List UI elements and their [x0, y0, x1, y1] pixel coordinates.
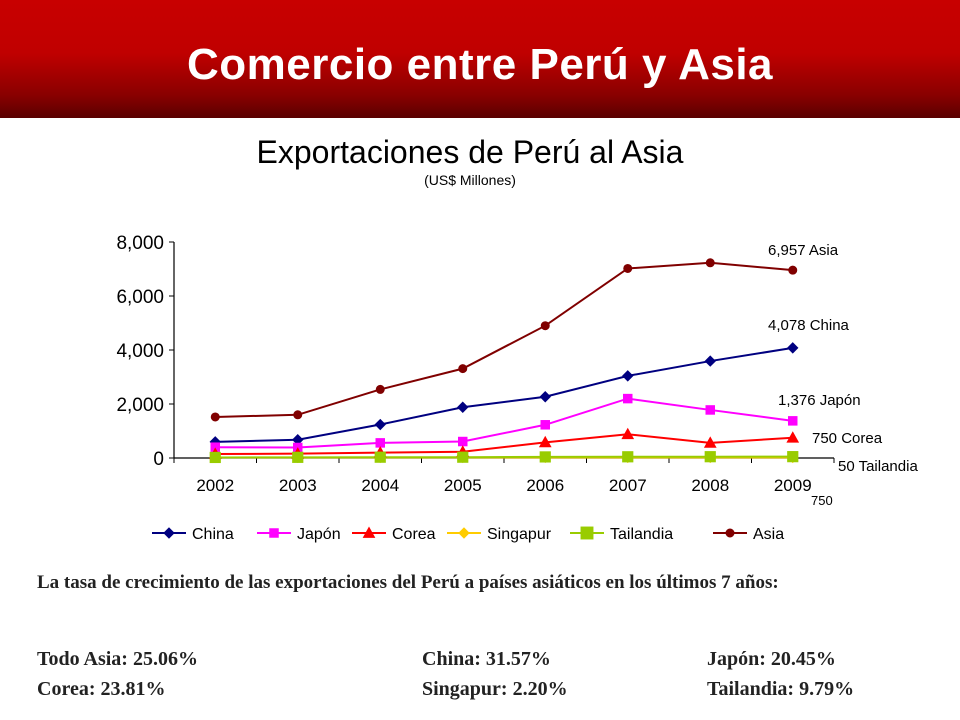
data-point-tailandia — [787, 451, 799, 463]
data-point-asia — [458, 364, 468, 374]
page-title: Comercio entre Perú y Asia — [186, 40, 774, 89]
legend-marker-tailandia — [580, 526, 594, 540]
data-label: 6,957 Asia — [768, 242, 839, 259]
data-point-japon — [705, 405, 715, 415]
data-point-corea — [538, 435, 552, 448]
data-point-china — [539, 391, 551, 403]
y-tick-label: 0 — [153, 449, 164, 470]
chart-title: Exportaciones de Perú al Asia — [257, 134, 684, 170]
data-point-china — [622, 370, 634, 382]
series-line-asia — [215, 261, 793, 418]
rate-todo-asia: Todo Asia: 25.06% — [37, 648, 198, 670]
data-point-asia — [210, 412, 220, 422]
data-point-corea — [621, 427, 635, 440]
data-point-tailandia — [704, 451, 716, 463]
data-point-tailandia — [622, 451, 634, 463]
data-point-japon — [540, 420, 550, 430]
data-point-corea — [786, 431, 800, 443]
data-point-tailandia — [539, 451, 551, 463]
legend-marker-singapur — [458, 527, 470, 539]
legend-marker-china — [163, 527, 175, 539]
x-tick-label: 2005 — [444, 476, 482, 495]
data-point-tailandia — [292, 451, 304, 463]
y-tick-label: 6,000 — [116, 287, 164, 308]
data-label: 4,078 China — [768, 317, 850, 334]
chart-subtitle: (US$ Millones) — [424, 172, 516, 188]
rate-china: China: 31.57% — [422, 648, 551, 670]
series-line-corea — [215, 433, 793, 455]
data-point-china — [374, 418, 386, 431]
data-point-corea — [703, 436, 717, 448]
data-point-japon — [623, 393, 633, 404]
legend-label-corea: Corea — [392, 526, 436, 543]
x-tick-label: 2003 — [279, 476, 317, 495]
data-point-japon — [458, 436, 468, 447]
series-line-china — [215, 346, 793, 443]
exports-line-chart: Exportaciones de Perú al Asia (US$ Millo… — [116, 134, 918, 543]
rate-singapur: Singapur: 2.20% — [422, 678, 568, 700]
data-point-asia — [705, 258, 715, 268]
legend-marker-asia — [725, 528, 735, 538]
x-tick-label: 2007 — [609, 476, 647, 495]
legend-marker-corea — [362, 526, 376, 538]
legend-label-tailandia: Tailandia — [610, 526, 673, 543]
y-tick-label: 2,000 — [116, 395, 164, 416]
data-point-asia — [788, 265, 798, 275]
data-label: 50 Tailandia — [838, 458, 918, 475]
legend-label-china: China — [192, 526, 234, 543]
series-line-japon — [215, 397, 793, 449]
rate-tailandia: Tailandia: 9.79% — [707, 678, 855, 700]
legend-label-singapur: Singapur — [487, 526, 552, 543]
data-point-asia — [375, 384, 385, 394]
growth-summary-text: La tasa de crecimiento de las exportacio… — [37, 572, 779, 593]
data-point-tailandia — [209, 451, 221, 464]
data-point-asia — [623, 263, 633, 273]
rate-japon: Japón: 20.45% — [707, 648, 836, 670]
series-line-tailandia — [215, 455, 793, 459]
title-banner: Comercio entre Perú y Asia — [0, 0, 960, 118]
data-point-japon — [788, 416, 798, 426]
legend-label-asia: Asia — [753, 526, 784, 543]
data-point-tailandia — [457, 451, 469, 463]
data-point-china — [457, 401, 469, 413]
x-tick-label: 2004 — [361, 476, 399, 495]
data-label: 750 Corea — [812, 430, 883, 447]
data-point-asia — [293, 410, 303, 420]
rate-corea: Corea: 23.81% — [37, 678, 166, 700]
y-tick-label: 8,000 — [116, 233, 164, 254]
data-point-tailandia — [374, 451, 386, 463]
legend-marker-japon — [269, 528, 279, 538]
x-tick-label: 2002 — [196, 476, 234, 495]
y-tick-label: 4,000 — [116, 341, 164, 362]
data-point-asia — [540, 321, 550, 331]
legend-label-japon: Japón — [297, 526, 341, 543]
data-point-china — [704, 355, 716, 367]
data-label: 1,376 Japón — [778, 392, 861, 409]
x-tick-label: 2008 — [691, 476, 729, 495]
data-point-china — [787, 342, 799, 354]
data-label: 750 — [811, 493, 833, 508]
x-tick-label: 2009 — [774, 476, 812, 495]
x-tick-label: 2006 — [526, 476, 564, 495]
data-point-japon — [375, 438, 385, 448]
